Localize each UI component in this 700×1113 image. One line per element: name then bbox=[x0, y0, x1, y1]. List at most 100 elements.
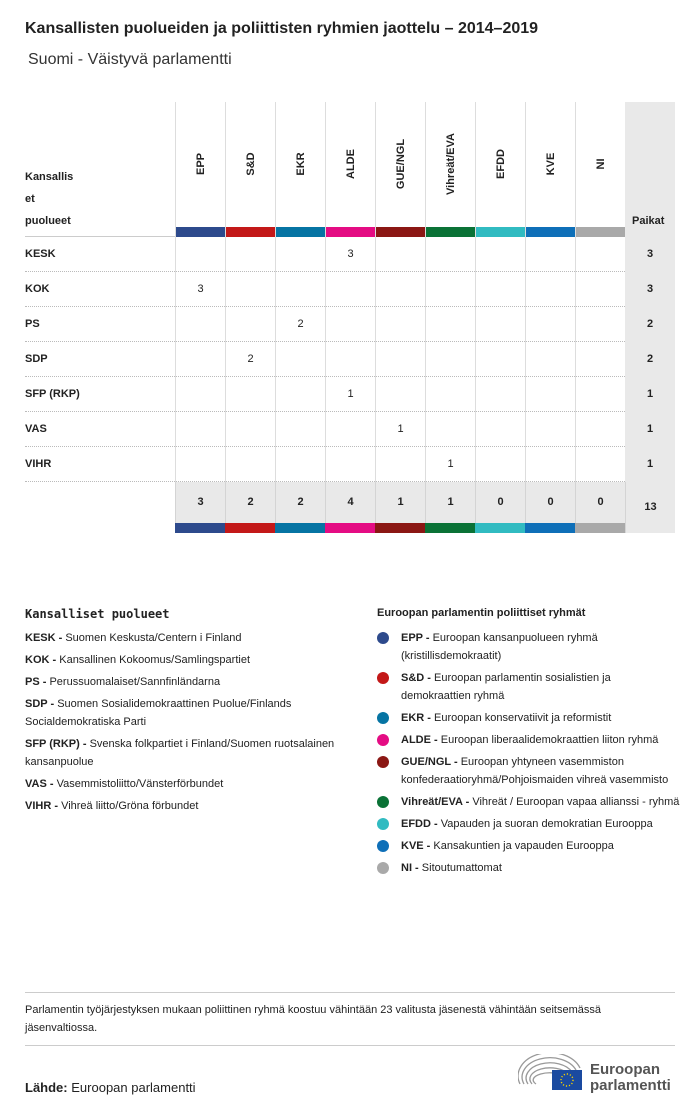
table-row: SDP 2 2 bbox=[25, 342, 675, 377]
distribution-table: Kansallis et puolueet Paikat EPP S&D EKR AL… bbox=[25, 102, 675, 533]
seat-cell: 3 bbox=[325, 237, 375, 272]
row-total: 2 bbox=[625, 307, 675, 342]
seat-cell bbox=[225, 377, 275, 412]
group-color-bar bbox=[575, 523, 625, 533]
seat-cell: 2 bbox=[275, 307, 325, 342]
table-row: KESK 3 3 bbox=[25, 237, 675, 272]
group-color-bar bbox=[525, 523, 575, 533]
seat-cell bbox=[575, 272, 625, 307]
party-legend-item: PS - Perussuomalaiset/Sannfinländarna bbox=[25, 676, 221, 688]
seat-cell bbox=[275, 412, 325, 447]
group-color-bar bbox=[225, 523, 275, 533]
seat-cell bbox=[575, 237, 625, 272]
group-color-bar bbox=[276, 227, 325, 237]
party-legend-title: Kansalliset puolueet bbox=[25, 607, 170, 621]
table-header: Kansallis et puolueet Paikat EPP S&D EKR AL… bbox=[25, 102, 675, 237]
divider bbox=[25, 1045, 675, 1046]
seat-cell bbox=[475, 342, 525, 377]
party-legend-item: KESK - Suomen Keskusta/Centern i Finland bbox=[25, 632, 242, 644]
seat-cell bbox=[425, 412, 475, 447]
seat-cell bbox=[525, 412, 575, 447]
seat-cell bbox=[575, 342, 625, 377]
table-row: SFP (RKP) 1 1 bbox=[25, 377, 675, 412]
seat-cell bbox=[475, 272, 525, 307]
source: Lähde: Euroopan parlamentti bbox=[25, 1080, 196, 1095]
group-legend-item: GUE/NGL - Euroopan yhtyneen vasemmiston … bbox=[377, 753, 682, 789]
table-row: VIHR 1 1 bbox=[25, 447, 675, 482]
group-legend-item: KVE - Kansakuntien ja vapauden Eurooppa bbox=[377, 837, 682, 855]
seat-cell bbox=[275, 377, 325, 412]
group-color-bar bbox=[376, 227, 425, 237]
group-label: EPP bbox=[194, 152, 207, 176]
group-total: 2 bbox=[275, 482, 325, 523]
group-color-bar bbox=[175, 523, 225, 533]
seat-cell bbox=[225, 307, 275, 342]
group-legend-item: ALDE - Euroopan liberaalidemokraattien l… bbox=[377, 731, 682, 749]
group-dot-icon bbox=[377, 672, 389, 684]
group-legend-item: EFDD - Vapauden ja suoran demokratian Eu… bbox=[377, 815, 682, 833]
group-legend-item: Vihreät/EVA - Vihreät / Euroopan vapaa a… bbox=[377, 793, 682, 811]
page-title: Kansallisten puolueiden ja poliittisten … bbox=[25, 20, 539, 37]
seat-cell bbox=[225, 272, 275, 307]
seat-cell bbox=[475, 237, 525, 272]
party-name: KOK bbox=[25, 283, 50, 295]
group-color-bar bbox=[325, 523, 375, 533]
seat-cell bbox=[225, 412, 275, 447]
group-total: 4 bbox=[325, 482, 375, 523]
group-legend-title: Euroopan parlamentin poliittiset ryhmät bbox=[377, 607, 586, 619]
seat-cell bbox=[325, 272, 375, 307]
group-column-header: S&D bbox=[225, 102, 275, 237]
seat-cell bbox=[275, 237, 325, 272]
group-column-header: EPP bbox=[175, 102, 225, 237]
seat-cell bbox=[325, 342, 375, 377]
seat-cell bbox=[375, 342, 425, 377]
party-name: VIHR bbox=[25, 458, 52, 470]
seat-cell bbox=[175, 412, 225, 447]
logo-text: Euroopan parlamentti bbox=[590, 1061, 671, 1094]
party-legend-item: VIHR - Vihreä liitto/Gröna förbundet bbox=[25, 800, 199, 812]
group-total: 0 bbox=[575, 482, 625, 523]
seat-cell bbox=[175, 237, 225, 272]
group-label: GUE/NGL bbox=[394, 138, 407, 190]
seat-cell bbox=[525, 447, 575, 482]
seat-cell bbox=[425, 342, 475, 377]
group-label: Vihreät/EVA bbox=[444, 133, 457, 195]
row-total: 3 bbox=[625, 237, 675, 272]
seat-cell: 1 bbox=[425, 447, 475, 482]
party-legend-item: SDP - Suomen Sosialidemokraattinen Puolu… bbox=[25, 698, 292, 728]
seat-cell bbox=[175, 377, 225, 412]
row-total: 1 bbox=[625, 447, 675, 482]
group-color-bar bbox=[526, 227, 575, 237]
group-dot-icon bbox=[377, 734, 389, 746]
row-total: 1 bbox=[625, 377, 675, 412]
group-label: S&D bbox=[244, 152, 257, 176]
seat-cell bbox=[375, 237, 425, 272]
row-total: 3 bbox=[625, 272, 675, 307]
seat-cell bbox=[375, 447, 425, 482]
seat-cell bbox=[175, 342, 225, 377]
page-subtitle: Suomi - Väistyvä parlamentti bbox=[28, 51, 232, 68]
row-total: 2 bbox=[625, 342, 675, 377]
group-total: 0 bbox=[475, 482, 525, 523]
group-label: ALDE bbox=[344, 149, 357, 179]
seat-cell bbox=[425, 307, 475, 342]
party-legend-item: KOK - Kansallinen Kokoomus/Samlingsparti… bbox=[25, 654, 251, 666]
party-legend: Kansalliset puolueet KESK - Suomen Kesku… bbox=[25, 607, 355, 819]
party-legend-item: SFP (RKP) - Svenska folkpartiet i Finlan… bbox=[25, 738, 335, 768]
seat-cell bbox=[275, 447, 325, 482]
group-column-header: NI bbox=[575, 102, 625, 237]
seat-cell bbox=[575, 307, 625, 342]
group-legend-item: S&D - Euroopan parlamentin sosialistien … bbox=[377, 669, 682, 705]
seat-cell bbox=[575, 377, 625, 412]
seat-cell bbox=[475, 447, 525, 482]
seat-cell bbox=[375, 272, 425, 307]
group-legend-item: EPP - Euroopan kansanpuolueen ryhmä (kri… bbox=[377, 629, 682, 665]
group-total: 1 bbox=[425, 482, 475, 523]
group-column-header: KVE bbox=[525, 102, 575, 237]
seat-cell bbox=[475, 412, 525, 447]
seat-cell bbox=[325, 307, 375, 342]
seat-cell bbox=[525, 272, 575, 307]
group-label: NI bbox=[594, 158, 607, 170]
group-color-bar bbox=[426, 227, 475, 237]
group-color-bar bbox=[576, 227, 625, 237]
